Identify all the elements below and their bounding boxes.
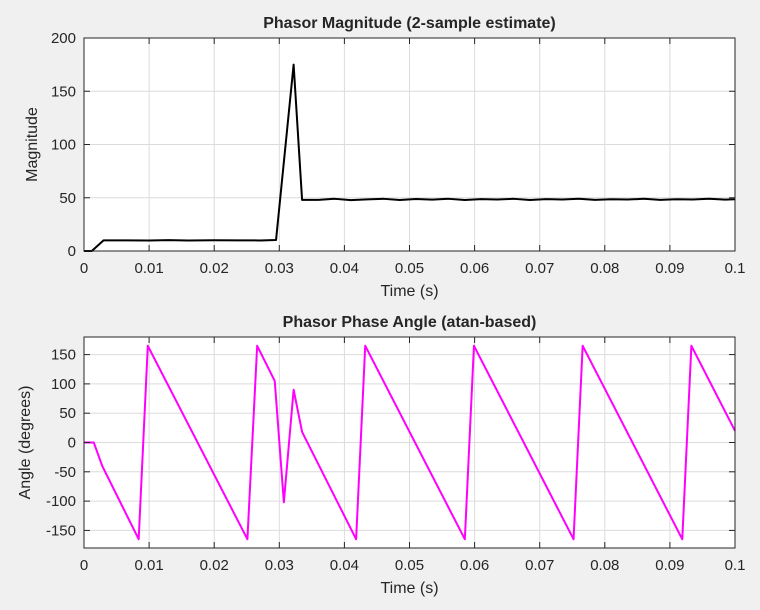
magnitude-x-tick-label: 0.03 xyxy=(265,260,294,277)
phase-x-tick-label: 0.1 xyxy=(725,557,746,574)
phase-axes: 0 0.01 0.02 0.03 0.04 0.05 0.06 0.07 0.08 0.09 0.1… xyxy=(17,314,745,597)
magnitude-ticks: 0 0.01 0.02 0.03 0.04 0.05 0.06 0.07 0.08 0.09 0.1… xyxy=(51,30,745,277)
phase-x-tick-label: 0.01 xyxy=(134,557,163,574)
magnitude-series-line xyxy=(84,63,736,252)
magnitude-x-tick-label: 0.02 xyxy=(200,260,229,277)
magnitude-y-tick-label: 100 xyxy=(51,137,76,154)
magnitude-x-tick-label: 0 xyxy=(80,260,88,277)
phase-x-tick-label: 0.05 xyxy=(395,557,424,574)
magnitude-x-tick-label: 0.07 xyxy=(525,260,554,277)
phase-x-tick-label: 0 xyxy=(80,557,88,574)
phase-y-tick-label: -50 xyxy=(54,464,76,481)
magnitude-y-tick-label: 0 xyxy=(68,243,76,260)
phase-x-tick-label: 0.09 xyxy=(655,557,684,574)
magnitude-series xyxy=(84,63,736,252)
magnitude-x-tick-label: 0.04 xyxy=(330,260,359,277)
magnitude-x-axis-label: Time (s) xyxy=(380,283,438,300)
magnitude-x-tick-label: 0.01 xyxy=(134,260,163,277)
phase-y-axis-label: Angle (degrees) xyxy=(17,386,34,500)
phase-ticks: 0 0.01 0.02 0.03 0.04 0.05 0.06 0.07 0.08 0.09 0.1… xyxy=(46,337,745,574)
phase-chart-title: Phasor Phase Angle (atan-based) xyxy=(283,314,537,331)
magnitude-axes: 0 0.01 0.02 0.03 0.04 0.05 0.06 0.07 0.08 0.09 0.1… xyxy=(24,15,745,300)
magnitude-y-tick-label: 200 xyxy=(51,30,76,47)
magnitude-y-tick-label: 50 xyxy=(59,190,76,207)
phase-x-tick-label: 0.08 xyxy=(590,557,619,574)
magnitude-y-tick-label: 150 xyxy=(51,83,76,100)
phase-y-tick-label: 100 xyxy=(51,376,76,393)
magnitude-chart-title: Phasor Magnitude (2-sample estimate) xyxy=(263,15,556,32)
magnitude-x-tick-label: 0.09 xyxy=(655,260,684,277)
magnitude-x-tick-label: 0.05 xyxy=(395,260,424,277)
magnitude-x-tick-label: 0.06 xyxy=(460,260,489,277)
phase-x-tick-label: 0.03 xyxy=(265,557,294,574)
phase-x-tick-label: 0.07 xyxy=(525,557,554,574)
magnitude-y-axis-label: Magnitude xyxy=(24,107,41,182)
magnitude-x-tick-label: 0.08 xyxy=(590,260,619,277)
phase-series xyxy=(84,344,736,541)
phase-x-tick-label: 0.04 xyxy=(330,557,359,574)
phase-y-tick-label: -100 xyxy=(46,493,76,510)
phase-y-tick-label: 0 xyxy=(68,435,76,452)
phase-x-tick-label: 0.02 xyxy=(200,557,229,574)
phase-x-tick-label: 0.06 xyxy=(460,557,489,574)
phase-x-axis-label: Time (s) xyxy=(380,580,438,597)
phase-y-tick-label: -150 xyxy=(46,522,76,539)
phase-y-tick-label: 50 xyxy=(59,405,76,422)
phase-y-tick-label: 150 xyxy=(51,347,76,364)
magnitude-x-tick-label: 0.1 xyxy=(725,260,746,277)
phase-series-line xyxy=(84,344,736,541)
